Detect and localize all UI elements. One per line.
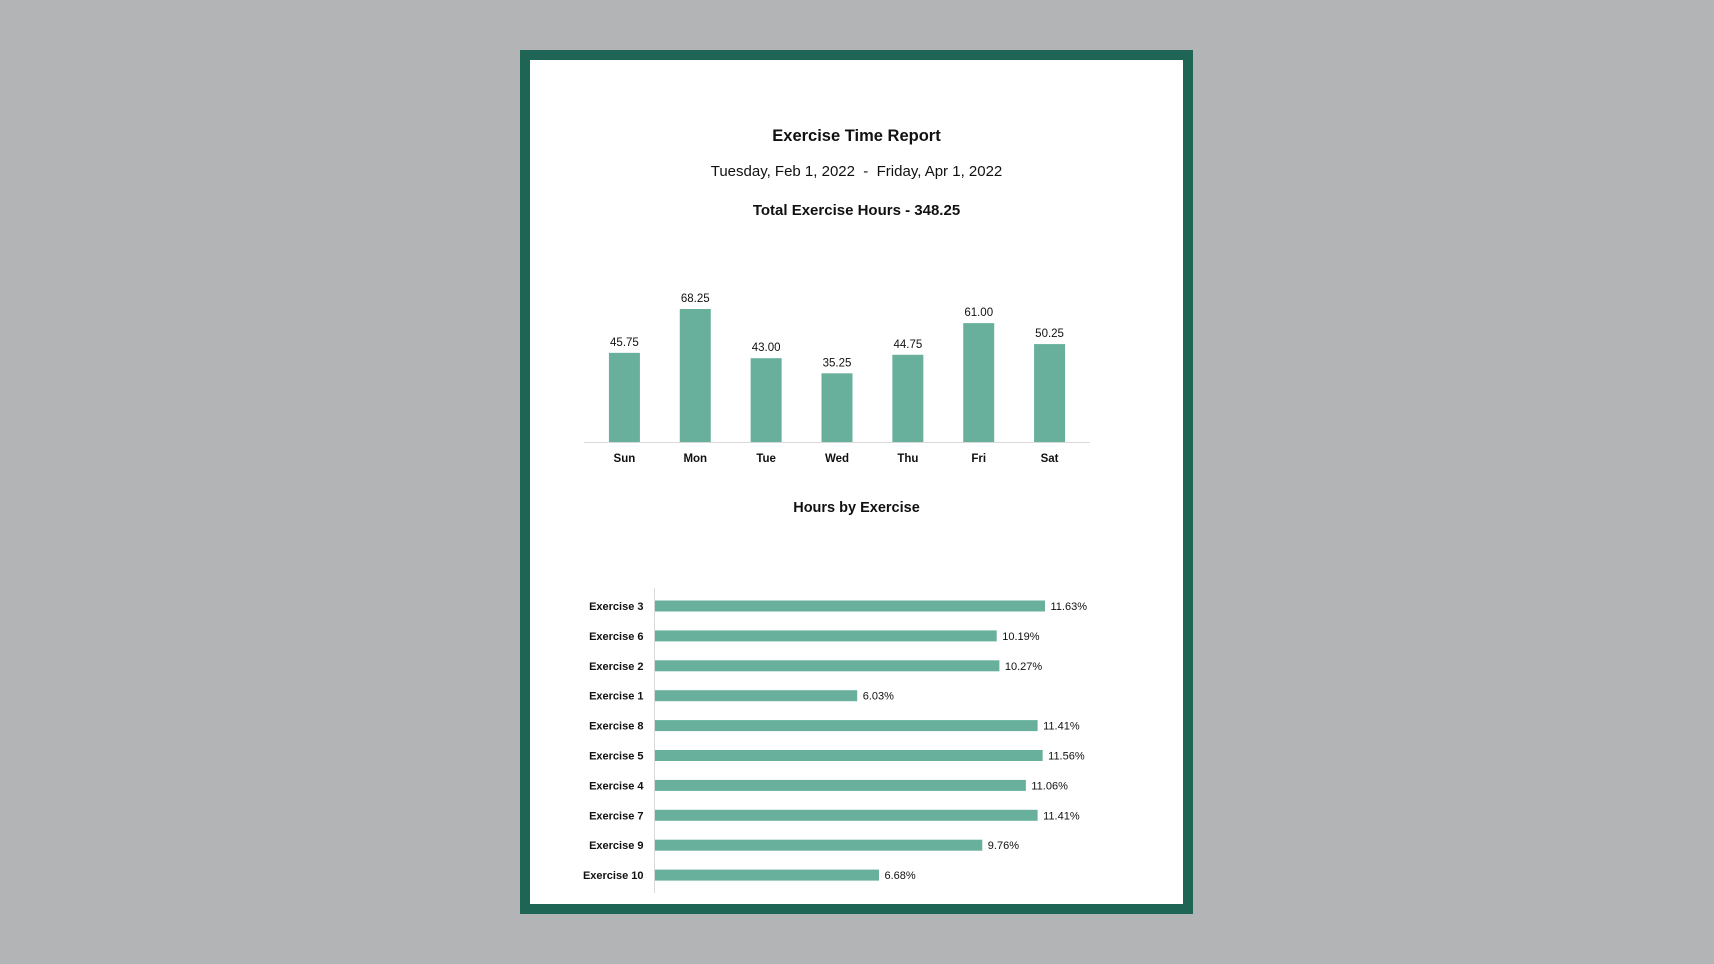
exercise-value-label: 11.41% xyxy=(1043,810,1080,822)
exercise-bar-chart: Exercise 3 11.63% Exercise 6 10.19% Exercise… xyxy=(583,588,1088,894)
weekday-value-label: 35.25 xyxy=(823,357,852,369)
weekday-category-label: Fri xyxy=(971,453,986,465)
exercise-value-label: 11.56% xyxy=(1048,751,1085,763)
weekday-category-label: Sun xyxy=(614,453,636,465)
exercise-bar xyxy=(655,839,983,851)
weekday-bar xyxy=(892,354,924,442)
report-sheet: Exercise Time Report Tuesday, Feb 1, 202… xyxy=(530,60,1183,904)
weekday-bar xyxy=(679,309,711,442)
report-title: Exercise Time Report xyxy=(772,127,941,145)
weekday-value-label: 45.75 xyxy=(610,337,639,349)
weekday-bar-chart: 45.75 Sun 68.25 Mon 43.00 Tue 35.25 Wed 44.75 Thu… xyxy=(584,293,1090,465)
exercise-bar xyxy=(655,690,858,702)
total-hours-label: Total Exercise Hours - xyxy=(752,202,915,219)
exercise-bar xyxy=(655,600,1045,612)
weekday-bar xyxy=(750,358,782,442)
weekday-bar xyxy=(608,352,640,442)
weekday-value-label: 43.00 xyxy=(752,342,781,354)
weekday-value-label: 68.25 xyxy=(681,293,710,305)
exercise-category-label: Exercise 9 xyxy=(589,840,643,852)
exercise-category-label: Exercise 4 xyxy=(589,780,644,792)
weekday-category-label: Mon xyxy=(683,453,707,465)
weekday-bar xyxy=(963,323,995,442)
exercise-category-label: Exercise 7 xyxy=(589,810,643,822)
exercise-value-label: 6.03% xyxy=(863,691,894,703)
exercise-category-label: Exercise 6 xyxy=(589,631,643,643)
exercise-category-label: Exercise 8 xyxy=(589,721,643,733)
exercise-value-label: 11.06% xyxy=(1031,780,1068,792)
weekday-value-label: 50.25 xyxy=(1035,328,1064,340)
exercise-value-label: 6.68% xyxy=(885,870,916,882)
exercise-bar xyxy=(655,779,1026,791)
exercise-bar xyxy=(655,720,1038,732)
exercise-bar xyxy=(655,750,1043,761)
exercise-category-label: Exercise 2 xyxy=(589,661,643,673)
weekday-value-label: 61.00 xyxy=(964,307,993,319)
exercise-category-label: Exercise 5 xyxy=(589,751,643,763)
total-hours: Total Exercise Hours - 348.25 xyxy=(530,202,1183,219)
date-range: Tuesday, Feb 1, 2022 - Friday, Apr 1, 20… xyxy=(710,163,1003,180)
weekday-bar xyxy=(1034,344,1066,442)
exercise-category-label: Exercise 3 xyxy=(589,601,643,613)
exercise-value-label: 9.76% xyxy=(988,840,1019,852)
exercise-bar xyxy=(655,660,1000,672)
weekday-value-label: 44.75 xyxy=(893,339,922,351)
weekday-category-label: Wed xyxy=(825,453,849,465)
exercise-value-label: 10.27% xyxy=(1005,661,1043,673)
weekday-bar xyxy=(821,373,853,442)
exercise-chart-title: Hours by Exercise xyxy=(793,500,920,516)
weekday-category-label: Tue xyxy=(756,453,776,465)
weekday-category-label: Sat xyxy=(1041,453,1059,465)
exercise-value-label: 10.19% xyxy=(1002,631,1040,643)
exercise-value-label: 11.63% xyxy=(1051,601,1088,613)
weekday-category-label: Thu xyxy=(897,453,918,465)
exercise-bar xyxy=(655,630,997,642)
exercise-value-label: 11.41% xyxy=(1043,721,1080,733)
exercise-category-label: Exercise 10 xyxy=(583,870,644,882)
exercise-category-label: Exercise 1 xyxy=(589,691,643,703)
exercise-bar xyxy=(655,809,1038,821)
total-hours-value: 348.25 xyxy=(914,202,961,219)
exercise-bar xyxy=(655,869,880,881)
